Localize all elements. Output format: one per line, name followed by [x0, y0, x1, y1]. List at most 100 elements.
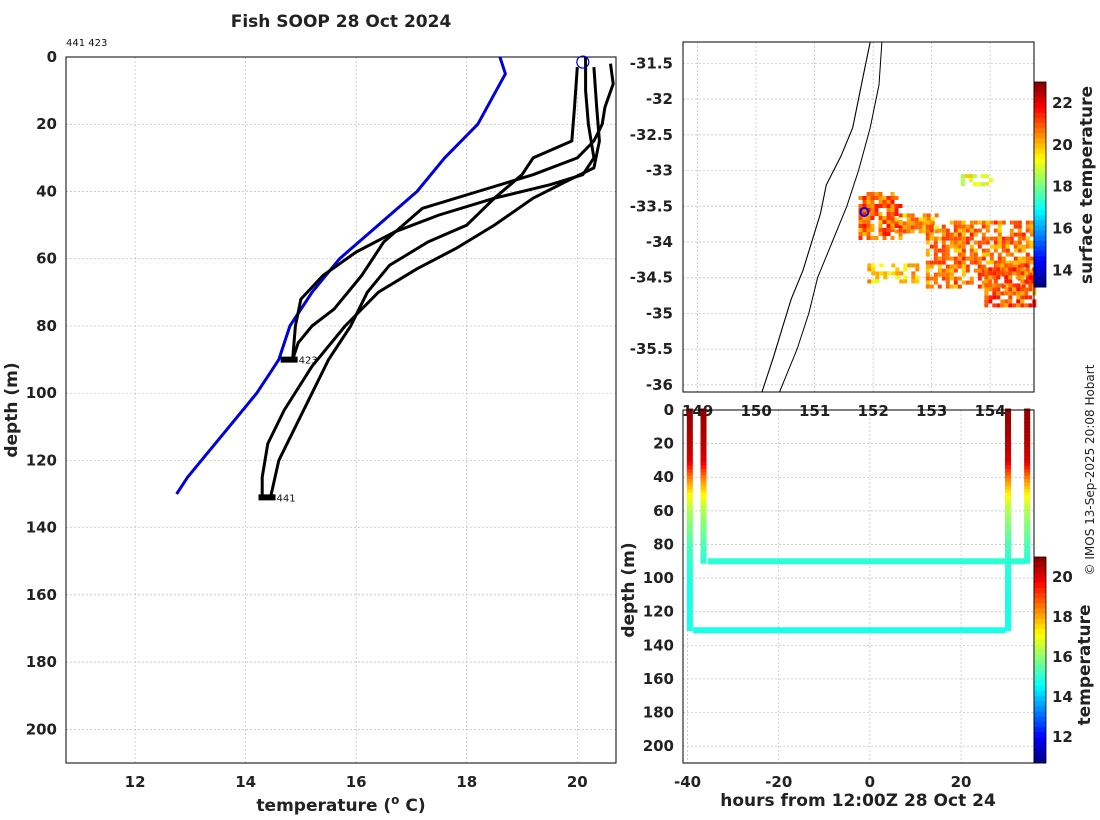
deployment-441-vertical-sample [686, 479, 693, 484]
colorbar-segment [1034, 174, 1046, 180]
sst-cell [980, 182, 985, 187]
colorbar-segment [1034, 567, 1046, 573]
sst-cell [925, 220, 930, 225]
sst-cell [894, 224, 899, 228]
sst-cell [989, 236, 994, 241]
colorbar-segment [1034, 215, 1046, 221]
sst-cell [949, 284, 954, 289]
sst-cell [957, 276, 962, 281]
sst-cell [984, 279, 989, 284]
sst-cell [1008, 291, 1013, 296]
sst-cell [961, 244, 966, 249]
sst-cell [915, 275, 920, 280]
sst-cell [1009, 220, 1014, 225]
sst-cell [981, 224, 986, 229]
sst-cell [945, 252, 950, 257]
sst-cell [996, 275, 1001, 280]
sst-cell [922, 217, 927, 222]
deployment-441-vertical-sample [1005, 469, 1012, 474]
sst-cell [1016, 275, 1021, 280]
sst-cell [977, 220, 982, 225]
sst-cell [949, 276, 954, 281]
sst-cell [882, 220, 887, 224]
sst-cell [891, 263, 896, 268]
sst-cell [965, 256, 970, 261]
sst-cell [1029, 268, 1034, 273]
deployment-441-vertical-sample [686, 579, 693, 584]
colorbar-segment [1034, 639, 1046, 646]
sst-cell [977, 260, 982, 265]
timeseries-y-tick-label: 120 [643, 603, 674, 621]
sst-cell [953, 224, 958, 229]
deployment-423-vertical-sample [1024, 529, 1031, 534]
colorbar-tick-label: 16 [1052, 648, 1073, 666]
sst-cell [866, 224, 871, 228]
colorbar-segment [1034, 169, 1046, 175]
sst-cell [925, 272, 930, 277]
colorbar-segment [1034, 577, 1046, 584]
profile-y-tick-label: 40 [36, 182, 57, 200]
sst-cell [941, 244, 946, 249]
sst-cell [878, 232, 883, 236]
sst-cell [992, 275, 997, 280]
sst-cell [1005, 236, 1010, 241]
colorbar-segment [1034, 138, 1046, 144]
deployment-441-vertical-sample [1005, 458, 1012, 463]
map-y-tick-label: -36 [646, 376, 673, 394]
deployment-423-vertical-sample [700, 452, 707, 457]
deployment-441-vertical-sample [1005, 448, 1012, 453]
sst-cell [1004, 303, 1009, 308]
deployment-441-vertical-sample [1005, 415, 1012, 420]
sst-cell [933, 252, 938, 257]
sst-cell [984, 182, 989, 187]
deployment-423-vertical-sample [700, 542, 707, 547]
coastline [761, 41, 883, 393]
sst-cell [1008, 263, 1013, 268]
colorbar-segment [1034, 205, 1046, 211]
sst-cell [1028, 295, 1033, 300]
profile-series: 423 441 [175, 55, 615, 504]
deployment-423-vertical-sample [1024, 479, 1031, 484]
map-y-tick-label: -33 [646, 162, 673, 180]
deployment-441-vertical-sample [1005, 606, 1012, 611]
sst-cell [984, 275, 989, 280]
sst-cell [981, 280, 986, 285]
colorbar-segment [1034, 644, 1046, 651]
deployment-423-vertical-sample [1024, 549, 1031, 554]
sst-cell [1001, 236, 1006, 241]
sst-cell [949, 220, 954, 225]
deployment-441-vertical-sample [1005, 542, 1012, 547]
sst-cell [1013, 224, 1018, 229]
sst-cell [858, 196, 863, 200]
sst-cell [933, 260, 938, 265]
sst-cell [977, 244, 982, 249]
sst-cell [1029, 280, 1034, 285]
colorbar-segment [1034, 107, 1046, 114]
deployment-441-vertical-sample [686, 462, 693, 467]
sst-cell [1000, 291, 1005, 296]
sst-cell [993, 280, 998, 285]
sst-cell [906, 225, 911, 230]
deployment-441-vertical-sample [686, 442, 693, 447]
colorbar-tick-label: 18 [1052, 178, 1073, 196]
sst-cell [1029, 224, 1034, 229]
profile-grid [66, 56, 616, 763]
timeseries-x-tick-label: 0 [865, 773, 875, 791]
sst-cell [862, 200, 867, 204]
sst-cell [1024, 291, 1029, 296]
sst-cell [945, 248, 950, 253]
deployment-423-vertical-sample [1024, 553, 1031, 558]
sst-cell [1001, 240, 1006, 245]
sst-cell [969, 236, 974, 241]
colorbar-segment [1034, 266, 1046, 273]
colorbar-tick-label: 20 [1052, 568, 1073, 586]
sst-cell [898, 228, 903, 232]
sst-cell [953, 240, 958, 245]
sst-cell [992, 271, 997, 276]
deployment-423-vertical-sample [700, 492, 707, 497]
deployment-441-vertical-sample [1005, 425, 1012, 430]
deployment-441-vertical-sample [686, 512, 693, 517]
sst-cell [1024, 279, 1029, 284]
sst-cell [922, 229, 927, 234]
sst-cell [988, 299, 993, 304]
